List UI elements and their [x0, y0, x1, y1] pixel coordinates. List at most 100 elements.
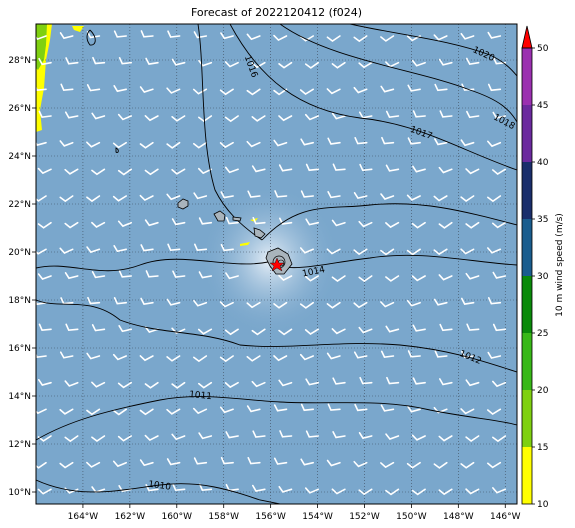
wind-barb: [86, 31, 101, 39]
wind-barb: [198, 381, 213, 389]
contour-label-1014: 1014: [301, 265, 326, 280]
wind-barb: [487, 140, 502, 148]
wind-barb: [65, 57, 79, 65]
wind-barb: [144, 326, 159, 334]
map-title: Forecast of 2022120412 (f024): [190, 6, 363, 19]
wind-barb: [144, 168, 159, 176]
wind-barb: [193, 31, 208, 39]
wind-barb: [492, 57, 507, 65]
wind-barb: [486, 408, 502, 416]
wind-barb: [460, 461, 475, 469]
contour-1017: [229, 24, 517, 171]
wind-barb: [113, 30, 127, 38]
wind-barb: [171, 218, 186, 226]
colorbar-tick-label: 40: [537, 158, 549, 168]
wind-barb: [166, 298, 181, 306]
wind-barb: [465, 488, 480, 495]
wind-barb: [36, 33, 47, 41]
wind-barb: [487, 297, 502, 305]
contour-1010: [36, 479, 281, 504]
wind-barb: [172, 483, 186, 491]
wind-barb: [461, 297, 475, 305]
colorbar-bin: [522, 333, 532, 390]
wind-barb: [198, 115, 213, 123]
lat-tick-label: 18°N: [8, 296, 31, 306]
wind-barb: [171, 168, 186, 175]
wind-barb: [359, 376, 373, 385]
wind-barb: [386, 376, 400, 385]
wind-barb: [246, 301, 261, 309]
wind-barb: [304, 487, 320, 494]
lon-tick-label: 164°W: [68, 512, 99, 522]
hawaiian-islands: [177, 198, 293, 275]
wind-barb: [380, 248, 395, 256]
wind-barb: [305, 163, 320, 172]
wind-barb: [117, 168, 132, 176]
wind-barb: [64, 168, 79, 175]
wind-barb: [38, 110, 52, 118]
wind-barb: [299, 247, 315, 254]
lat-tick-label: 26°N: [8, 104, 31, 114]
island-oahu: [213, 210, 226, 222]
wind-barb: [385, 164, 400, 172]
wind-barb: [353, 460, 368, 468]
lon-tick-label: 158°W: [208, 512, 239, 522]
wind-barb: [38, 323, 52, 331]
wind-barb: [326, 35, 341, 43]
colorbar-bin: [522, 276, 532, 333]
wind-barb: [385, 110, 400, 118]
wind-barb: [198, 59, 213, 67]
wind-barb: [385, 325, 400, 333]
wind-barb: [465, 272, 480, 280]
map-frame: [35, 23, 518, 505]
wind-barb: [198, 217, 213, 225]
wind-barb: [112, 141, 127, 149]
wind-barb: [117, 220, 132, 228]
wind-barb: [278, 274, 293, 282]
wind-barb: [381, 136, 395, 145]
wind-barb: [193, 299, 208, 307]
wind-barb: [438, 274, 453, 281]
wind-barb: [171, 115, 186, 122]
wind-barb: [91, 112, 106, 120]
wind-barb: [332, 163, 346, 171]
wind-barb: [460, 195, 475, 202]
lat-tick-label: 22°N: [8, 200, 31, 210]
wind-barb: [299, 88, 315, 95]
wind-barb: [412, 165, 426, 173]
wind-barb: [354, 136, 368, 145]
wind-barb: [300, 458, 315, 466]
wind-barb: [59, 32, 74, 40]
wind-barb: [358, 326, 373, 334]
wind-barb: [300, 138, 315, 146]
wind-barb: [273, 404, 288, 412]
wind-barb: [274, 190, 288, 198]
wind-barb: [439, 110, 453, 118]
wind-barb: [113, 245, 127, 253]
wind-barb: [219, 301, 234, 308]
wind-barb: [411, 488, 426, 496]
wind-barb: [198, 271, 213, 279]
wind-barb: [406, 248, 421, 256]
contour-1016: [197, 24, 263, 241]
wind-barb: [273, 301, 288, 309]
wind-barb: [433, 195, 448, 202]
lon-tick-label: 154°W: [302, 512, 333, 522]
wind-barb: [220, 243, 234, 252]
wind-barb: [492, 487, 507, 494]
wind-barb: [113, 84, 127, 93]
wind-barb: [326, 459, 341, 467]
wind-barb: [492, 435, 507, 443]
wind-barb: [252, 430, 266, 438]
wind-barb: [354, 403, 368, 412]
colorbar-tick-label: 50: [537, 44, 549, 54]
wind-barb: [359, 163, 373, 172]
wind-barb: [199, 483, 213, 491]
wind-barb: [358, 432, 373, 440]
wind-barb: [140, 30, 154, 38]
wind-barb: [59, 351, 74, 359]
wind-barb: [38, 57, 52, 66]
wind-barb: [358, 111, 373, 119]
wind-barb: [331, 275, 346, 283]
wind-barb: [461, 83, 475, 91]
